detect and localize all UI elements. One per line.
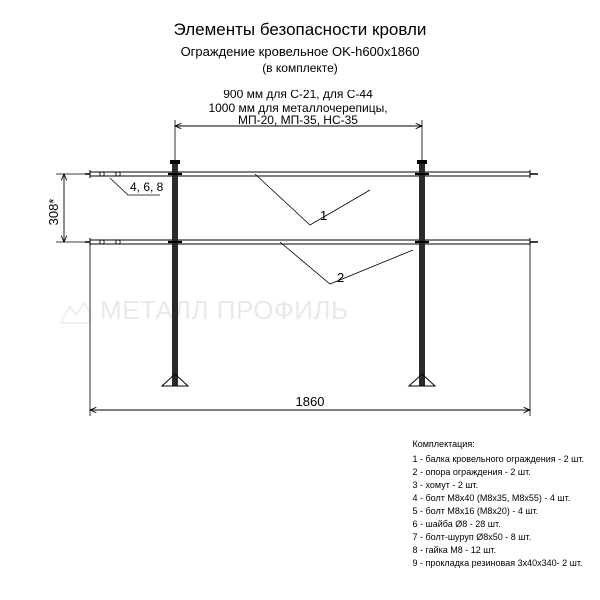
legend-item: 7 - болт-шуруп Ø8x50 - 8 шт. xyxy=(413,531,585,544)
legend-item: 9 - прокладка резиновая 3x40x340- 2 шт. xyxy=(413,557,585,570)
page-title: Элементы безопасности кровли xyxy=(0,0,600,40)
technical-drawing: 900 мм для C-21, для C-44 1000 мм для ме… xyxy=(30,90,570,430)
page-sub2: (в комплекте) xyxy=(0,59,600,75)
posts xyxy=(162,160,435,386)
callouts: 1 2 xyxy=(255,174,413,285)
legend-item: 6 - шайба Ø8 - 28 шт. xyxy=(413,518,585,531)
legend-heading: Комплектация: xyxy=(413,438,585,451)
legend-item: 3 - хомут - 2 шт. xyxy=(413,479,585,492)
width-label: 1860 xyxy=(296,394,325,409)
height-label: 308* xyxy=(46,199,61,226)
legend-item: 8 - гайка М8 - 12 шт. xyxy=(413,544,585,557)
left-dimension: 308* xyxy=(46,174,88,242)
spacing-line1: 900 мм для C-21, для C-44 xyxy=(223,90,373,101)
page-subtitle: Ограждение кровельное OK-h600x1860 xyxy=(0,40,600,59)
callout-2: 2 xyxy=(337,270,344,285)
bottom-dimension: 1860 xyxy=(90,246,530,416)
legend: Комплектация: 1 - балка кровельного огра… xyxy=(413,438,585,570)
top-dimension: 900 мм для C-21, для C-44 1000 мм для ме… xyxy=(175,90,422,160)
holes-label: 4, 6, 8 xyxy=(130,180,164,194)
callout-1: 1 xyxy=(320,208,327,223)
holes-callout: 4, 6, 8 xyxy=(100,172,164,244)
legend-item: 1 - балка кровельного ограждения - 2 шт. xyxy=(413,453,585,466)
legend-item: 2 - опора ограждения - 2 шт. xyxy=(413,466,585,479)
spacing-line3: МП-20, МП-35, НС-35 xyxy=(238,113,358,127)
legend-item: 4 - болт М8х40 (М8x35, М8х55) - 4 шт. xyxy=(413,492,585,505)
legend-item: 5 - болт М8х16 (М8х20) - 4 шт. xyxy=(413,505,585,518)
